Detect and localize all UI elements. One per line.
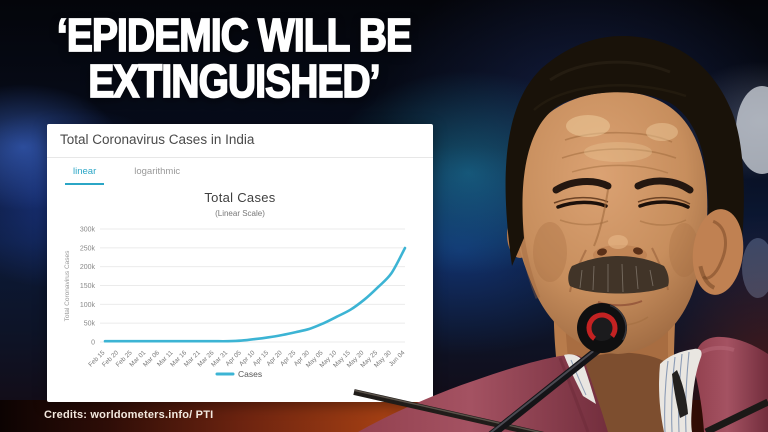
harsh-vardhan-photo (353, 36, 768, 432)
tab-linear[interactable]: linear (65, 164, 105, 185)
chart-subtitle: (Linear Scale) (215, 209, 265, 218)
hair (505, 36, 744, 286)
microphone (577, 303, 627, 353)
card-title: Total Coronavirus Cases in India (60, 132, 255, 147)
collar-shadow (672, 370, 688, 418)
svg-text:250k: 250k (80, 245, 96, 252)
svg-text:50k: 50k (84, 321, 96, 328)
credits: Credits: worldometers.info/ PTI (44, 409, 214, 421)
svg-text:Cases: Cases (238, 369, 262, 379)
right-ear (692, 209, 744, 295)
svg-text:200k: 200k (80, 264, 96, 271)
mustache (568, 256, 669, 294)
backdrop-glare (736, 86, 768, 174)
chest-shadow (582, 352, 666, 432)
headline-line1: ‘EPIDEMIC WILL BE (56, 9, 413, 61)
backdrop-glow (742, 238, 768, 298)
mic-boom-2 (353, 389, 545, 432)
svg-text:300k: 300k (80, 227, 96, 234)
svg-text:0: 0 (91, 340, 95, 347)
tab-logarithmic[interactable]: logarithmic (126, 164, 188, 185)
mic-boom (488, 344, 603, 432)
svg-text:Total Coronavirus Cases: Total Coronavirus Cases (64, 250, 71, 322)
headline: ‘EPIDEMIC WILL BE EXTINGUISHED’ (38, 9, 430, 107)
mic-boom-3 (704, 398, 768, 432)
svg-text:150k: 150k (80, 283, 96, 290)
scale-tabs: linear logarithmic (65, 164, 188, 185)
eyebrows (552, 177, 694, 194)
worldometer-chart-card: Total Coronavirus Cases in India linear … (47, 124, 433, 402)
chart-title: Total Cases (204, 190, 276, 205)
eyes (553, 196, 691, 226)
headline-line2: EXTINGUISHED’ (88, 55, 382, 107)
svg-text:100k: 100k (80, 302, 96, 309)
divider (47, 157, 433, 158)
forehead-wrinkle (564, 131, 673, 143)
